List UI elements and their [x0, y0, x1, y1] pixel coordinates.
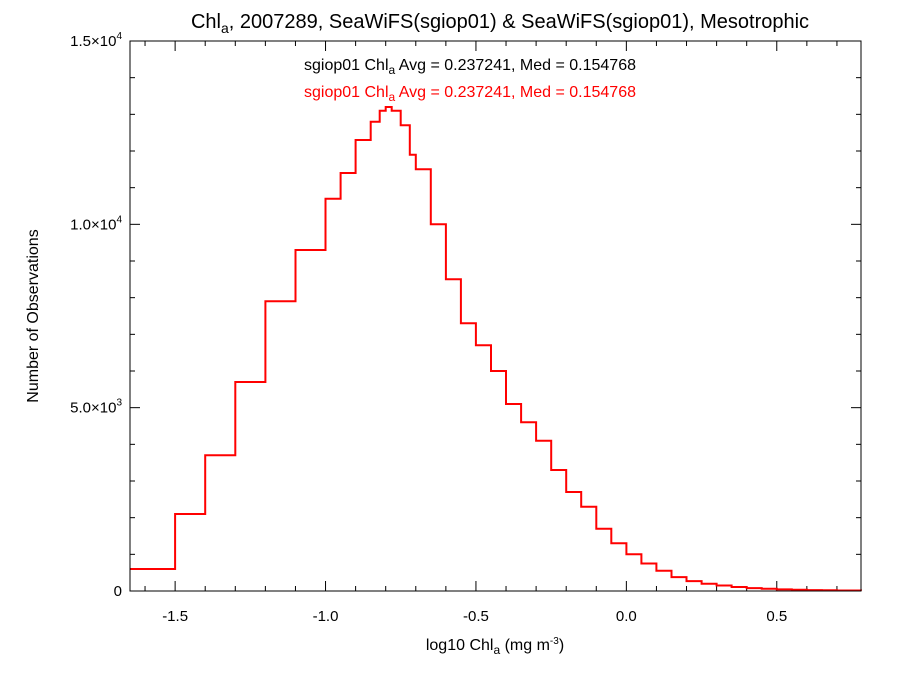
y-tick-label-3: 1.5×104 [70, 31, 122, 50]
x-tick-label-1: -1.0 [313, 608, 339, 625]
x-ticks: -1.5 -1.0 -0.5 0.0 0.5 [144, 41, 838, 625]
plot-frame [129, 40, 862, 592]
annotation-0: sgiop01 Chla Avg = 0.237241, Med = 0.154… [304, 57, 636, 77]
y-axis-label: Number of Observations [25, 229, 42, 402]
x-tick-label-3: 0.0 [616, 608, 637, 625]
y-tick-label-2: 1.0×104 [70, 214, 122, 233]
series-line [130, 106, 862, 592]
y-tick-label-1: 5.0×103 [70, 398, 122, 417]
annotations: sgiop01 Chla Avg = 0.237241, Med = 0.154… [304, 57, 636, 104]
x-tick-label-4: 0.5 [766, 608, 787, 625]
x-axis-label: log10 Chla (mg m-3) [426, 636, 564, 657]
x-tick-label-0: -1.5 [162, 608, 188, 625]
chart-title: Chla, 2007289, SeaWiFS(sgiop01) & SeaWiF… [191, 11, 809, 36]
x-tick-label-2: -0.5 [463, 608, 489, 625]
y-tick-label-0: 0 [114, 583, 122, 600]
annotation-1: sgiop01 Chla Avg = 0.237241, Med = 0.154… [304, 84, 636, 104]
y-ticks: 0 5.0×103 1.0×104 1.5×104 [70, 31, 861, 600]
